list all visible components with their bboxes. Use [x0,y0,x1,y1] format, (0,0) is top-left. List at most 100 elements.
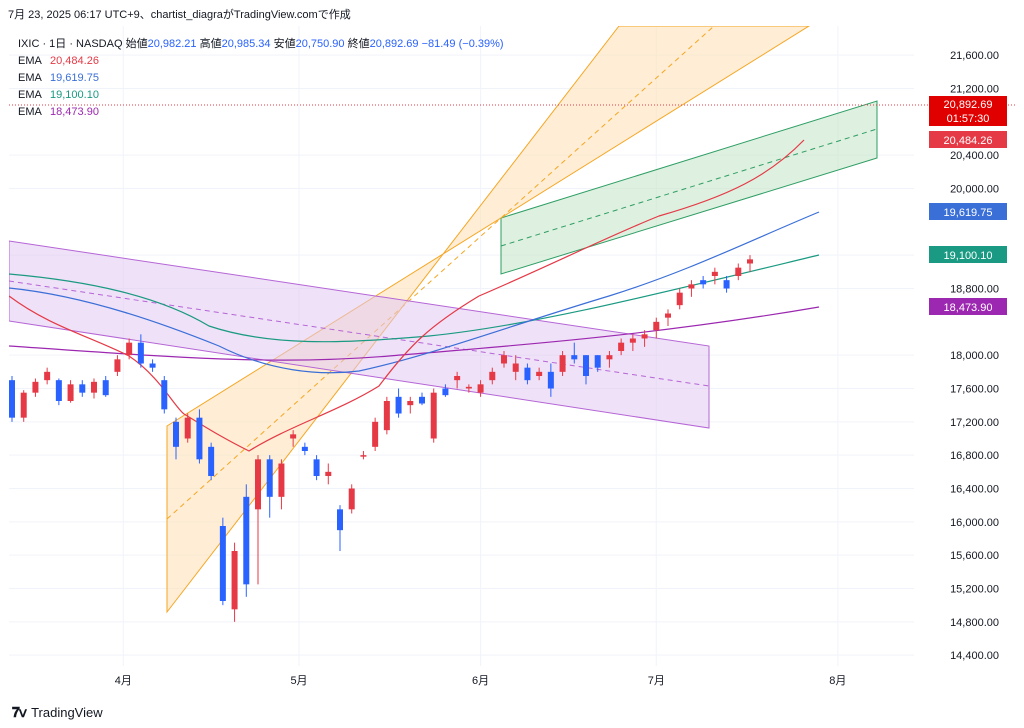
candle-body [32,381,39,393]
candle [79,380,86,397]
candle [547,363,554,397]
candle-body [67,384,74,401]
open-value: 20,982.21 [147,38,197,50]
ema1-label: 20,484.26 [929,131,1007,148]
y-tick-label: 16,800.00 [950,450,999,462]
candle-body [278,463,285,497]
candle-body [360,455,367,457]
tradingview-logo-icon: 𝟕𝗏 [12,704,27,720]
candle [465,384,472,393]
candle [442,384,449,397]
candle-body [55,380,62,401]
candle-body [208,446,215,476]
symbol-label[interactable]: IXIC · 1日 · NASDAQ [18,38,123,50]
candles [9,255,753,622]
y-tick-label: 17,200.00 [950,417,999,429]
candle-body [735,267,742,276]
candle [606,351,613,368]
orange-channel [166,25,811,614]
candle-body [255,459,261,510]
candle-body [723,280,730,289]
ema-line-3 [8,254,820,343]
ema-row-2[interactable]: EMA 19,619.75 [18,72,99,84]
y-tick-label: 14,400.00 [950,650,999,662]
candle-body [618,342,625,351]
candle [512,355,519,381]
candle-body [489,371,496,381]
low-value: 20,750.90 [295,38,345,50]
candle-body [219,526,226,601]
candle-body [313,459,320,476]
candle-body [372,421,379,447]
candle [665,309,671,326]
candle [20,390,27,422]
candle [290,430,297,447]
ema4-label: 18,473.90 [929,298,1007,315]
candle [477,380,484,397]
candle [653,317,660,339]
ema-line-1 [8,139,805,452]
candle-body [149,363,156,368]
candle [161,376,168,414]
last-price-label: 20,892.69 01:57:30 [929,96,1007,126]
footer[interactable]: 𝟕𝗏 TradingView [12,704,103,721]
green-channel [500,100,878,275]
candle [337,505,343,551]
candle [641,330,648,347]
y-tick-label: 14,800.00 [950,617,999,629]
candle [9,376,15,422]
candle [536,367,543,381]
candle [149,359,156,372]
candle [184,413,191,443]
candle [700,276,707,289]
candle [32,378,39,397]
chart-frame[interactable]: 14,400.00 14,800.00 15,200.00 15,600.00 16,0… [8,25,1015,698]
x-tick-label: 7月 [648,675,665,687]
candle [723,276,730,293]
candle [173,417,179,460]
candle-body [79,384,86,393]
candle-body [711,271,718,276]
x-axis: 4月 5月 6月 7月 8月 [115,675,847,687]
candle [583,355,589,385]
ema1-value: 20,484.26 [944,135,993,147]
ema-row-3[interactable]: EMA 19,100.10 [18,89,99,101]
candle-body [524,367,531,381]
candle [44,367,51,385]
candle-body [325,471,332,476]
candle [629,334,636,351]
y-tick-label: 20,400.00 [950,150,999,162]
candle-body [641,334,648,339]
ema-row-4[interactable]: EMA 18,473.90 [18,106,99,118]
candle [55,378,62,406]
candle-body [9,380,15,418]
candle [419,392,425,406]
candle [208,442,215,481]
y-tick-label: 15,200.00 [950,584,999,596]
ema-line-4 [8,306,820,361]
y-axis: 14,400.00 14,800.00 15,200.00 15,600.00 16,0… [950,50,999,662]
candle-body [594,355,601,368]
candle-body [395,396,402,414]
candle [559,351,566,376]
ema2-label: 19,619.75 [929,203,1007,220]
ema2-value: 19,619.75 [944,207,993,219]
orange-channel-midline [166,25,715,520]
candle [395,388,402,418]
candle [325,463,332,485]
high-value: 20,985.34 [221,38,271,50]
candle-body [547,371,554,389]
candle-body [688,284,695,289]
green-channel-midline [500,128,878,247]
ema-line-2 [8,211,820,374]
candle-body [407,401,414,406]
candle [196,409,203,464]
candle-body [419,396,425,404]
ema-row-1[interactable]: EMA 20,484.26 [18,55,99,67]
candle-body [290,434,297,439]
candle [278,459,285,510]
purple-channel [8,240,710,429]
candlestick-chart[interactable]: 14,400.00 14,800.00 15,200.00 15,600.00 16,0… [8,25,1015,698]
candle [114,355,121,376]
candle-body [559,355,566,372]
